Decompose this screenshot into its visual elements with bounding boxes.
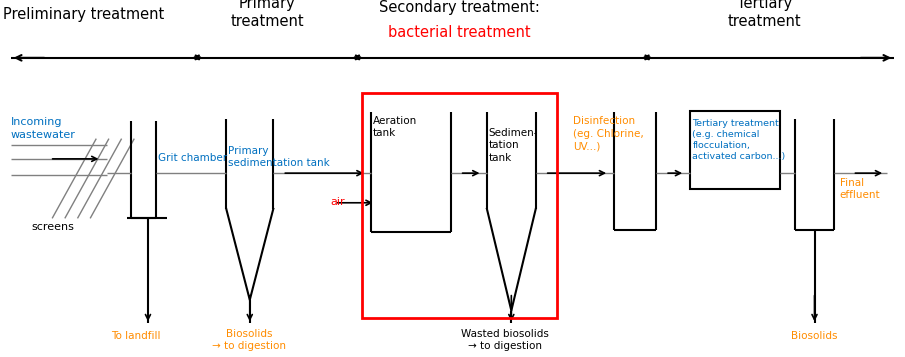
Text: Incoming
wastewater: Incoming wastewater (11, 117, 76, 140)
Text: Disinfection
(eg. Chlorine,
UV...): Disinfection (eg. Chlorine, UV...) (573, 116, 643, 151)
Text: Preliminary treatment: Preliminary treatment (3, 7, 164, 22)
Text: Aeration
tank: Aeration tank (373, 116, 417, 138)
Bar (362, 93, 557, 318)
Text: Biosolids: Biosolids (791, 331, 838, 341)
Text: Primary
treatment: Primary treatment (230, 0, 304, 29)
Text: air: air (330, 197, 345, 207)
Text: To landfill: To landfill (111, 331, 160, 341)
Text: Tertiary treatment
(e.g. chemical
flocculation,
activated carbon...): Tertiary treatment (e.g. chemical floccu… (692, 119, 786, 161)
Text: bacterial treatment: bacterial treatment (388, 25, 531, 40)
Text: Grit chamber: Grit chamber (158, 153, 227, 163)
Text: Sedimen-
tation
tank: Sedimen- tation tank (489, 128, 538, 163)
Text: Primary
sedimentation tank: Primary sedimentation tank (228, 146, 329, 168)
Text: Wasted biosolids
→ to digestion: Wasted biosolids → to digestion (461, 329, 549, 351)
Text: screens: screens (32, 222, 74, 232)
Text: Tertiary
treatment: Tertiary treatment (728, 0, 802, 29)
Text: Secondary treatment:: Secondary treatment: (379, 0, 540, 15)
Text: Final
effluent: Final effluent (840, 178, 881, 200)
Bar (690, 111, 780, 189)
Text: Biosolids
→ to digestion: Biosolids → to digestion (212, 329, 286, 351)
